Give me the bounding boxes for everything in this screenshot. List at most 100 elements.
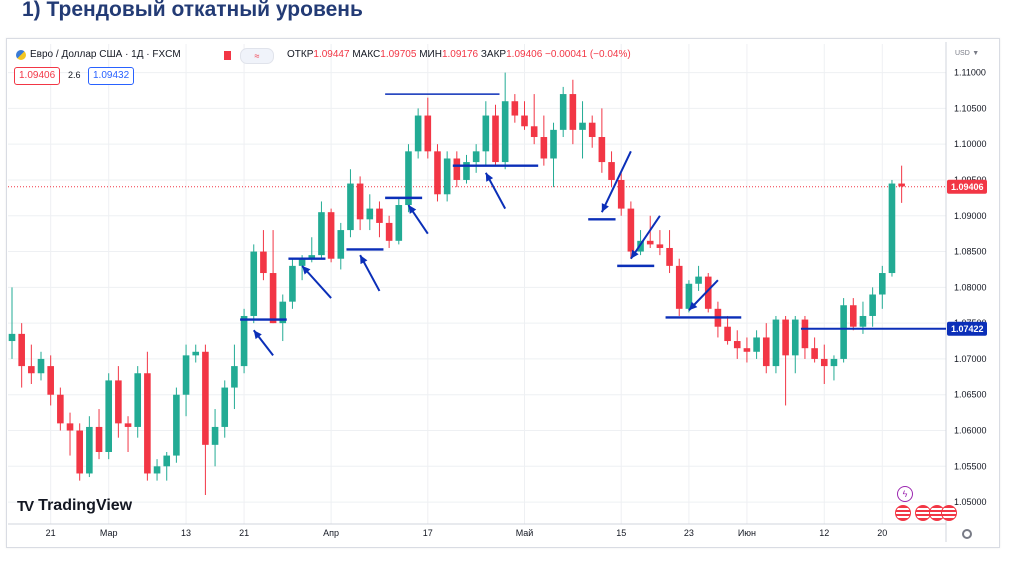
candle-body — [666, 247, 673, 266]
candle-body — [617, 179, 625, 209]
annotation-arrowhead — [302, 265, 311, 275]
candle-body — [318, 212, 325, 256]
candle-body — [57, 394, 64, 424]
candle-body — [540, 137, 548, 159]
annotation-arrowhead — [601, 203, 609, 213]
tradingview-mark-icon: TV — [17, 497, 34, 515]
candle-body — [675, 265, 683, 309]
us-flag-icon[interactable] — [895, 505, 911, 521]
candle-body — [434, 151, 441, 195]
candle-body — [211, 426, 219, 445]
candle-body — [376, 208, 383, 223]
chevron-down-icon: ▼ — [972, 50, 980, 57]
candle-body — [124, 423, 132, 427]
candle-body — [105, 380, 112, 452]
candle-body — [95, 426, 103, 452]
tradingview-wordmark: TradingView — [38, 497, 133, 514]
buy-price-box[interactable]: 1.09432 — [88, 67, 135, 85]
candle-body — [269, 273, 277, 324]
x-tick-label: 12 — [819, 528, 829, 538]
candle-body — [656, 244, 664, 248]
close-value: 1.09406 — [506, 49, 543, 60]
candle-body — [762, 337, 770, 367]
y-tick-label: 1.05000 — [954, 497, 987, 507]
y-tick-label: 1.09000 — [954, 211, 987, 221]
candle-body — [279, 301, 287, 324]
candle-body — [569, 94, 577, 130]
candle-body — [492, 115, 499, 163]
annotation-arrow — [630, 215, 661, 260]
candle-body — [8, 333, 16, 342]
candle-body — [724, 326, 731, 342]
tradingview-logo[interactable]: TV TradingView — [17, 496, 132, 516]
candle-body — [608, 162, 615, 180]
candle-body — [811, 348, 818, 359]
candle-body — [385, 222, 393, 241]
candle-body — [801, 319, 809, 349]
x-tick-label: 17 — [423, 528, 433, 538]
low-value: 1.09176 — [441, 49, 479, 60]
candle-body — [66, 423, 74, 431]
candle-body — [869, 294, 876, 316]
candle-body — [231, 366, 238, 388]
candle-body — [646, 240, 654, 245]
candle-body — [356, 183, 364, 220]
x-tick-label: 21 — [46, 528, 56, 538]
y-tick-label: 1.10500 — [954, 103, 987, 113]
candle-body — [849, 305, 857, 327]
x-tick-label: 15 — [616, 528, 626, 538]
settings-icon[interactable] — [962, 529, 972, 539]
y-tick-label: 1.11000 — [954, 68, 986, 78]
candle-body — [250, 251, 258, 316]
currency-selector[interactable]: USD ▼ — [955, 47, 979, 57]
candle-body — [163, 455, 171, 467]
candle-body — [472, 151, 480, 163]
slide-title: 1) Трендовый откатный уровень — [22, 0, 363, 21]
y-tick-label: 1.08500 — [954, 247, 987, 257]
candle-body — [550, 129, 557, 159]
annotation-arrowhead — [630, 249, 639, 259]
annotation-arrow — [600, 150, 632, 213]
candle-body — [501, 101, 509, 163]
market-closed-icon — [224, 51, 231, 60]
candle-body — [202, 351, 209, 445]
candle-body — [530, 126, 538, 138]
candle-body — [511, 101, 519, 116]
candle-body — [134, 373, 142, 427]
candle-body — [598, 137, 606, 163]
high-label: МАКС — [352, 49, 381, 60]
x-tick-label: Мар — [100, 528, 118, 538]
candle-body — [47, 366, 54, 395]
us-flag-icon[interactable] — [941, 505, 957, 521]
candle-body — [559, 94, 567, 130]
candle-body — [743, 348, 751, 352]
candle-body — [879, 273, 886, 295]
candle-body — [337, 230, 345, 259]
sell-price-box[interactable]: 1.09406 — [14, 67, 61, 85]
indicator-toggle-icon[interactable]: ≈ — [240, 48, 274, 64]
y-tick-label: 1.08000 — [954, 282, 987, 292]
symbol-title[interactable]: Евро / Доллар США · 1Д · FXCM — [30, 49, 181, 60]
currency-pair-icon — [16, 50, 26, 60]
candle-body — [308, 255, 316, 259]
candle-body — [86, 426, 93, 474]
candle-body — [840, 305, 847, 359]
candle-body — [753, 337, 760, 352]
candle-body — [347, 183, 354, 231]
candle-body — [830, 358, 838, 367]
price-axis-label: 1.07422 — [951, 324, 984, 334]
candle-body — [859, 315, 867, 327]
candle-body — [627, 208, 635, 252]
annotation-arrowhead — [408, 205, 417, 214]
lightning-icon[interactable]: ϟ — [897, 486, 913, 502]
candle-body — [791, 319, 799, 356]
candle-body — [173, 394, 180, 456]
candle-body — [453, 158, 461, 180]
ohlc-readout: ОТКР1.09447 МАКС1.09705 МИН1.09176 ЗАКР1… — [287, 49, 631, 63]
candle-body — [37, 358, 45, 374]
candle-body — [782, 319, 789, 356]
candle-body — [405, 151, 412, 206]
annotation-arrowhead — [688, 301, 698, 311]
chart-frame — [6, 38, 1000, 548]
